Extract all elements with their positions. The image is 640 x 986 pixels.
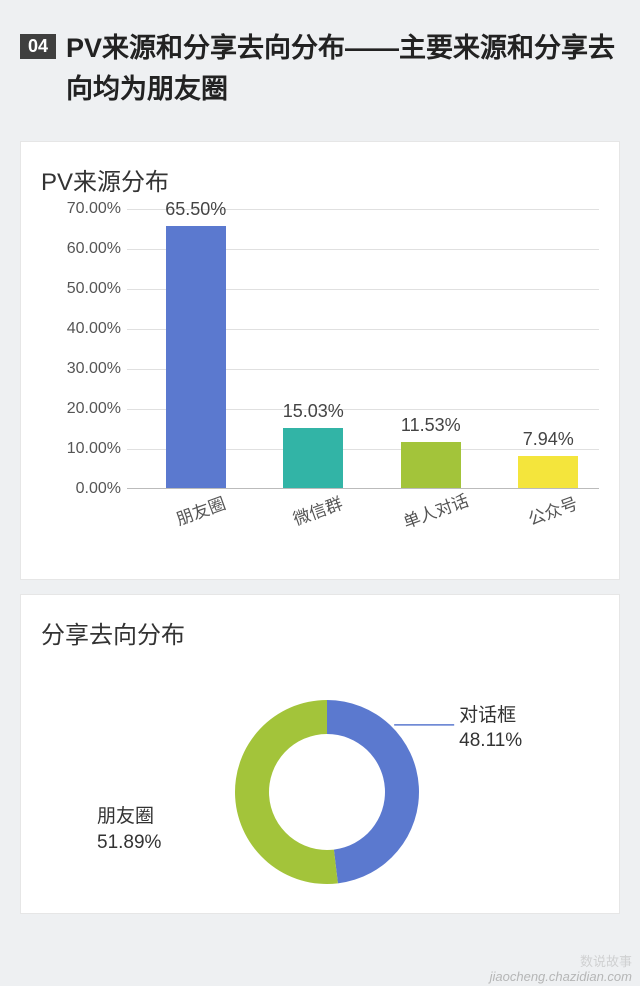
y-tick-label: 70.00%: [67, 200, 121, 218]
page-title: PV来源和分享去向分布——主要来源和分享去向均为朋友圈: [66, 28, 620, 109]
donut-slice: [235, 700, 338, 884]
donut-slice-label: 对话框48.11%: [459, 703, 522, 754]
y-tick-label: 60.00%: [67, 240, 121, 258]
bar-category-label: 公众号: [524, 489, 580, 530]
bar-group: 7.94%公众号: [518, 208, 578, 488]
donut-slice: [327, 700, 419, 883]
bar-category-label: 单人对话: [399, 486, 471, 533]
y-tick-label: 50.00%: [67, 280, 121, 298]
bar-value-label: 11.53%: [401, 415, 461, 436]
page-header: 04 PV来源和分享去向分布——主要来源和分享去向均为朋友圈: [0, 0, 640, 127]
bar-group: 15.03%微信群: [283, 208, 343, 488]
y-tick-label: 40.00%: [67, 320, 121, 338]
bar-value-label: 7.94%: [523, 429, 574, 450]
y-tick-label: 0.00%: [76, 480, 121, 498]
bar-chart-plot: 65.50%朋友圈 15.03%微信群 11.53%单人对话 7.94%公众号: [127, 209, 599, 489]
bar-group: 65.50%朋友圈: [166, 208, 226, 488]
section-badge: 04: [20, 34, 56, 59]
y-tick-label: 30.00%: [67, 360, 121, 378]
bar: [166, 226, 226, 488]
bar-chart-panel: PV来源分布 0.00% 10.00% 20.00% 30.00% 40.00% 50.0…: [20, 141, 620, 580]
bar-category-label: 朋友圈: [172, 489, 228, 530]
watermark-line1: 数说故事: [580, 951, 632, 970]
donut-chart: 对话框48.11% 朋友圈51.89%: [37, 662, 603, 922]
bar-chart: 0.00% 10.00% 20.00% 30.00% 40.00% 50.00% 60.00…: [37, 209, 603, 559]
bar-chart-title: PV来源分布: [41, 162, 603, 197]
donut-slice-label: 朋友圈51.89%: [97, 804, 203, 855]
bar-category-label: 微信群: [289, 489, 345, 530]
bar: [401, 442, 461, 488]
bar-chart-y-axis: 0.00%10.00%20.00%30.00%40.00%50.00%60.00…: [37, 209, 127, 489]
y-tick-label: 20.00%: [67, 400, 121, 418]
bar: [283, 428, 343, 488]
donut-chart-panel: 分享去向分布 对话框48.11% 朋友圈51.89%: [20, 594, 620, 914]
watermark-line2: jiaocheng.chazidian.com: [490, 969, 632, 984]
bar: [518, 456, 578, 488]
donut-chart-title: 分享去向分布: [41, 615, 603, 650]
donut-svg: [37, 662, 617, 922]
bar-group: 11.53%单人对话: [401, 208, 461, 488]
bar-value-label: 65.50%: [165, 199, 226, 220]
bar-value-label: 15.03%: [283, 401, 344, 422]
y-tick-label: 10.00%: [67, 440, 121, 458]
